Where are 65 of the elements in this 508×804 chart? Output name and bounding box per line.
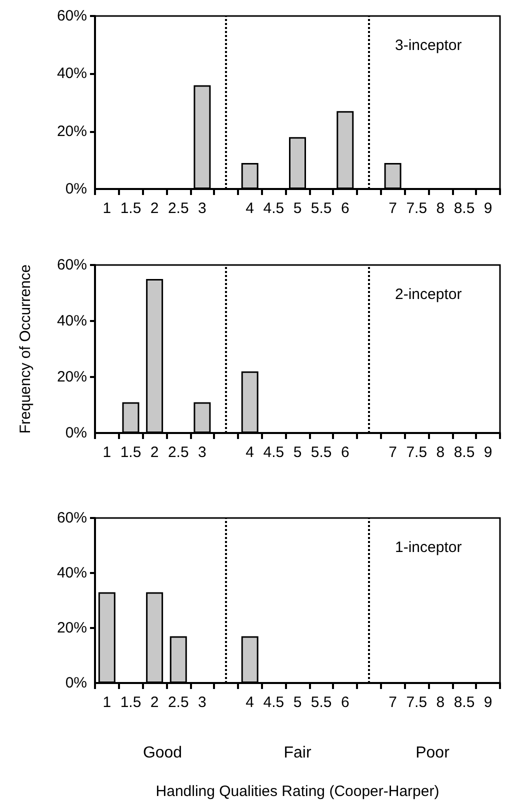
- x-tick-label: 8.5: [454, 200, 475, 217]
- y-tick-label: 20%: [56, 368, 87, 386]
- y-tick-label: 20%: [56, 620, 87, 636]
- x-tick-label: 8: [436, 694, 445, 711]
- y-tick-label: 0%: [65, 424, 87, 442]
- x-tick-label: 2.5: [168, 200, 189, 217]
- x-tick-label: 2: [150, 200, 159, 217]
- text: Fair: [284, 744, 312, 762]
- x-tick-label: 4.5: [263, 200, 284, 217]
- x-tick-label: 5: [293, 444, 302, 461]
- x-tick-label: 4.5: [263, 694, 284, 711]
- annotation: 1-inceptor: [395, 539, 462, 556]
- x-tick-label: 9: [484, 200, 492, 217]
- x-tick-label: 4: [246, 200, 254, 217]
- x-tick-label: 9: [484, 444, 492, 461]
- text: Good: [142, 744, 182, 762]
- y-tick-label: 40%: [56, 564, 87, 582]
- x-tick-label: 2: [150, 694, 159, 711]
- x-tick-label: 9: [484, 694, 492, 711]
- y-tick-label: 40%: [56, 65, 87, 82]
- x-tick-label: 7: [388, 200, 397, 217]
- x-tick-label: 5.5: [310, 694, 332, 711]
- annotation: 2-inceptor: [395, 286, 462, 303]
- x-tick-label: 4: [246, 694, 254, 711]
- y-tick-label: 60%: [56, 8, 87, 24]
- x-tick-label: 6: [340, 200, 350, 217]
- text: Poor: [416, 744, 450, 762]
- x-tick-label: 7: [388, 444, 397, 461]
- y-tick-label: 40%: [56, 312, 87, 330]
- x-tick-label: 3: [198, 694, 206, 711]
- x-tick-label: 1: [102, 694, 112, 711]
- y-tick-label: 60%: [56, 256, 87, 274]
- annotation: 3-inceptor: [395, 37, 462, 54]
- x-tick-label: 6: [340, 694, 350, 711]
- x-tick-label: 2.5: [168, 444, 189, 461]
- x-tick-label: 2.5: [168, 694, 189, 711]
- x-tick-label: 1: [102, 200, 112, 217]
- x-tick-label: 5: [293, 200, 302, 217]
- x-tick-label: 3: [198, 444, 206, 461]
- x-tick-label: 7.5: [406, 200, 428, 217]
- x-tick-label: 1.5: [120, 444, 142, 461]
- x-tick-label: 8.5: [454, 694, 475, 711]
- x-axis-title: Handling Qualities Rating (Cooper-Harper): [156, 783, 440, 800]
- x-tick-label: 4.5: [263, 444, 284, 461]
- x-tick-label: 7.5: [406, 694, 428, 711]
- x-tick-label: 2: [150, 444, 159, 461]
- x-tick-label: 1.5: [120, 200, 142, 217]
- x-tick-label: 7: [388, 694, 397, 711]
- x-tick-label: 5.5: [310, 200, 332, 217]
- x-tick-label: 6: [340, 444, 350, 461]
- x-tick-label: 5.5: [310, 444, 332, 461]
- x-tick-label: 8: [436, 444, 445, 461]
- x-tick-label: 3: [198, 200, 206, 217]
- y-tick-label: 60%: [56, 510, 87, 526]
- x-tick-label: 1: [102, 444, 112, 461]
- x-tick-label: 4: [246, 444, 254, 461]
- x-tick-label: 1.5: [120, 694, 142, 711]
- y-tick-label: 20%: [56, 122, 87, 140]
- x-tick-label: 5: [293, 694, 302, 711]
- x-tick-label: 8: [436, 200, 445, 217]
- y-axis-title: Frequency of Occurrence: [17, 264, 34, 434]
- y-tick-label: 0%: [65, 674, 87, 692]
- x-tick-label: 8.5: [454, 444, 475, 461]
- y-tick-label: 0%: [65, 180, 87, 198]
- x-tick-label: 7.5: [406, 444, 428, 461]
